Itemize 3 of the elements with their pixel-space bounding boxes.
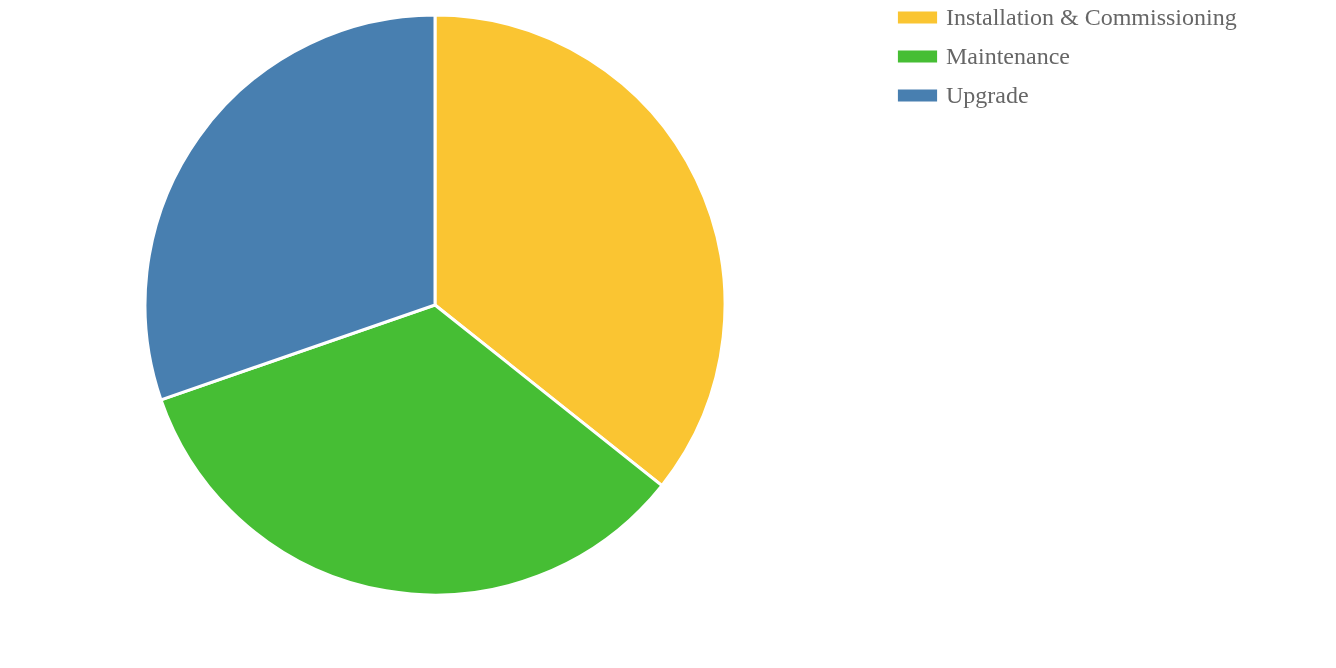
legend-label: Installation & Commissioning — [946, 3, 1237, 30]
legend-label: Upgrade — [946, 81, 1029, 108]
legend-label: Maintenance — [946, 42, 1070, 69]
